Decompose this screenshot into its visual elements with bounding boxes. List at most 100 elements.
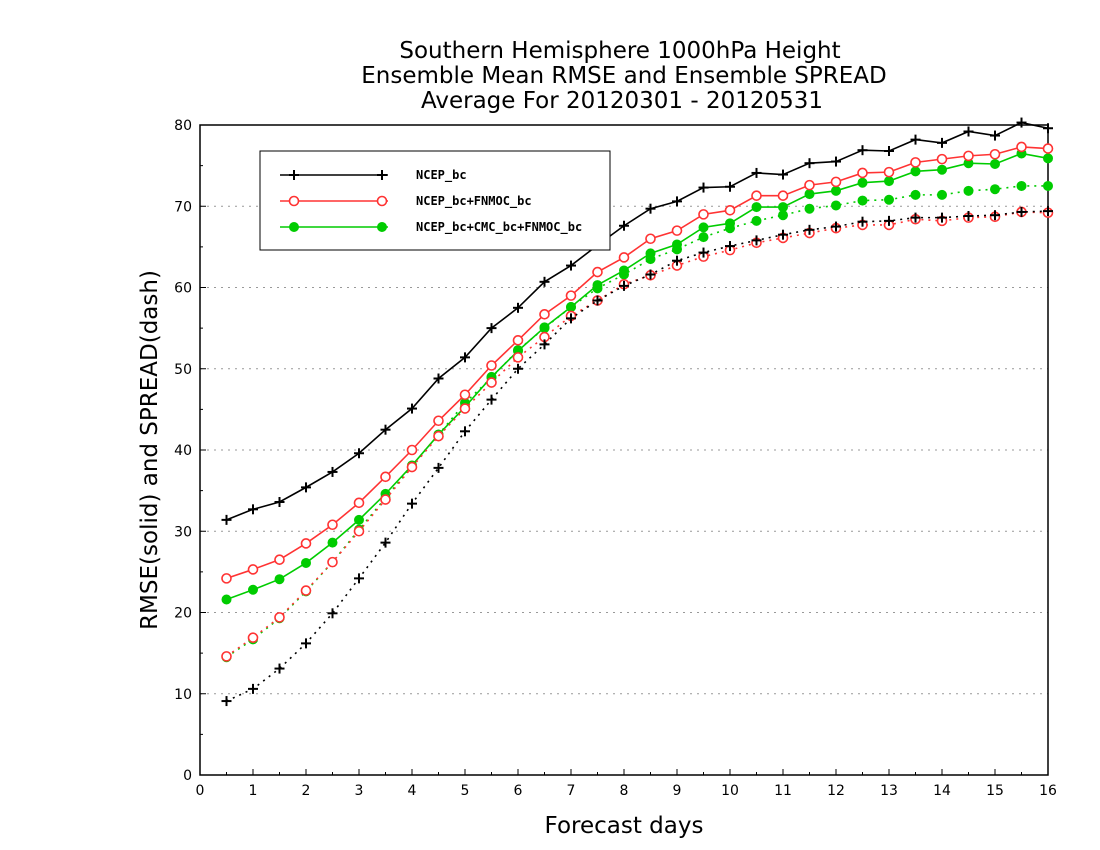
data-point-1-rmse-25: [883, 166, 895, 178]
data-point-0-spread-5: [354, 573, 364, 584]
data-point-2-rmse-24: [857, 177, 868, 188]
data-point-1-rmse-7: [406, 444, 418, 456]
data-point-0-rmse-28: [963, 126, 974, 137]
data-point-0-spread-29: [990, 210, 1000, 221]
data-point-2-spread-30: [1016, 180, 1027, 191]
legend-item-1: NCEP_bc+FNMOC_bc: [280, 194, 532, 209]
data-point-1-spread-1: [247, 632, 259, 643]
data-point-1-rmse-1: [247, 564, 259, 575]
y-tick-label-7: 70: [174, 199, 192, 215]
data-point-0-spread-30: [1016, 206, 1027, 217]
data-point-2-rmse-21: [778, 202, 788, 213]
data-point-0-spread-2: [274, 663, 285, 674]
data-point-1-rmse-16: [645, 233, 656, 245]
x-axis-label: Forecast days: [545, 813, 704, 839]
data-point-0-rmse-7: [407, 403, 417, 414]
data-point-0-spread-1: [248, 683, 258, 694]
data-point-1-rmse-22: [804, 179, 815, 191]
data-point-1-rmse-20: [751, 190, 762, 201]
x-tick-label-14: 14: [933, 783, 951, 799]
y-axis-ticks: 0 10 20 30 40 50 60 70 80: [174, 118, 206, 784]
y-tick-label-4: 40: [174, 443, 192, 459]
data-point-2-spread-24: [857, 195, 868, 206]
legend-label-0: NCEP_bc: [416, 168, 467, 183]
data-point-2-rmse-25: [884, 176, 894, 187]
x-tick-label-2: 2: [302, 783, 311, 799]
data-point-2-spread-22: [804, 203, 815, 214]
data-point-2-rmse-14: [592, 280, 603, 291]
data-point-1-spread-10: [486, 377, 497, 388]
data-point-0-spread-4: [327, 608, 338, 619]
data-point-2-rmse-17: [672, 239, 682, 250]
data-point-2-rmse-1: [248, 584, 258, 595]
x-tick-label-6: 6: [514, 783, 523, 799]
data-point-2-rmse-13: [566, 302, 576, 312]
data-point-0-spread-15: [619, 280, 629, 291]
series-layer: [221, 117, 1054, 707]
series-0-spread: [221, 206, 1053, 707]
data-point-2-spread-20: [751, 215, 762, 226]
data-point-0-spread-20: [751, 235, 762, 246]
data-point-1-rmse-29: [989, 148, 1001, 160]
data-point-2-rmse-29: [990, 159, 1000, 169]
data-point-0-spread-6: [380, 537, 391, 548]
y-tick-label-8: 80: [174, 118, 192, 134]
data-point-0-rmse-3: [301, 482, 311, 493]
data-point-1-rmse-11: [512, 335, 524, 346]
data-point-2-rmse-31: [1043, 153, 1053, 164]
data-point-0-rmse-9: [460, 352, 470, 363]
data-point-2-rmse-12: [539, 322, 550, 333]
data-point-0-spread-21: [778, 229, 788, 240]
series-line-2-spread: [226, 185, 1048, 658]
data-point-2-rmse-26: [910, 166, 921, 177]
data-point-2-spread-28: [963, 185, 974, 196]
data-point-1-rmse-28: [963, 150, 974, 162]
data-point-2-spread-25: [884, 194, 894, 205]
data-point-0-spread-24: [857, 216, 868, 227]
x-tick-label-12: 12: [827, 783, 845, 799]
data-point-0-spread-26: [910, 212, 921, 223]
series-1-rmse: [221, 141, 1054, 584]
data-point-1-spread-9: [459, 403, 471, 414]
data-point-0-spread-14: [592, 295, 603, 306]
x-tick-label-8: 8: [620, 783, 629, 799]
data-point-0-rmse-15: [619, 220, 629, 231]
data-point-2-spread-23: [831, 200, 841, 211]
x-tick-label-15: 15: [986, 783, 1004, 799]
data-point-2-spread-18: [698, 232, 709, 243]
title-line-1: Southern Hemisphere 1000hPa Height: [399, 38, 840, 64]
legend-marker: [289, 170, 299, 180]
data-point-1-rmse-18: [698, 209, 709, 220]
data-point-0-rmse-20: [751, 167, 762, 178]
title-line-3: Average For 20120301 - 20120531: [421, 88, 823, 114]
x-tick-label-11: 11: [774, 783, 792, 799]
data-point-0-spread-13: [566, 313, 576, 324]
data-point-1-rmse-6: [380, 471, 391, 483]
data-point-0-rmse-5: [354, 448, 364, 459]
y-tick-label-6: 60: [174, 281, 192, 297]
x-tick-label-4: 4: [408, 783, 417, 799]
data-point-0-spread-0: [221, 696, 232, 707]
legend-item-0: NCEP_bc: [280, 168, 467, 183]
data-point-1-spread-5: [353, 525, 365, 537]
data-point-1-rmse-24: [857, 167, 868, 179]
series-line-0-rmse: [226, 121, 1049, 521]
data-point-2-rmse-4: [327, 537, 338, 548]
data-point-0-rmse-13: [566, 260, 576, 271]
data-point-0-rmse-6: [380, 424, 391, 435]
data-point-1-rmse-17: [671, 225, 683, 236]
data-point-1-spread-2: [274, 612, 285, 623]
series-1-spread: [221, 206, 1054, 662]
data-point-0-rmse-4: [327, 466, 338, 477]
data-point-0-rmse-24: [857, 145, 868, 156]
data-point-0-spread-28: [963, 211, 974, 221]
legend-item-2: NCEP_bc+CMC_bc+FNMOC_bc: [280, 220, 582, 235]
data-point-2-rmse-20: [751, 202, 762, 213]
data-point-1-rmse-13: [565, 290, 577, 301]
data-point-0-rmse-27: [937, 137, 947, 148]
y-axis-label: RMSE(solid) and SPREAD(dash): [137, 270, 163, 630]
data-point-0-rmse-10: [486, 323, 497, 334]
data-point-0-spread-8: [433, 462, 444, 473]
data-point-2-rmse-15: [619, 265, 629, 276]
legend-marker: [289, 222, 299, 232]
